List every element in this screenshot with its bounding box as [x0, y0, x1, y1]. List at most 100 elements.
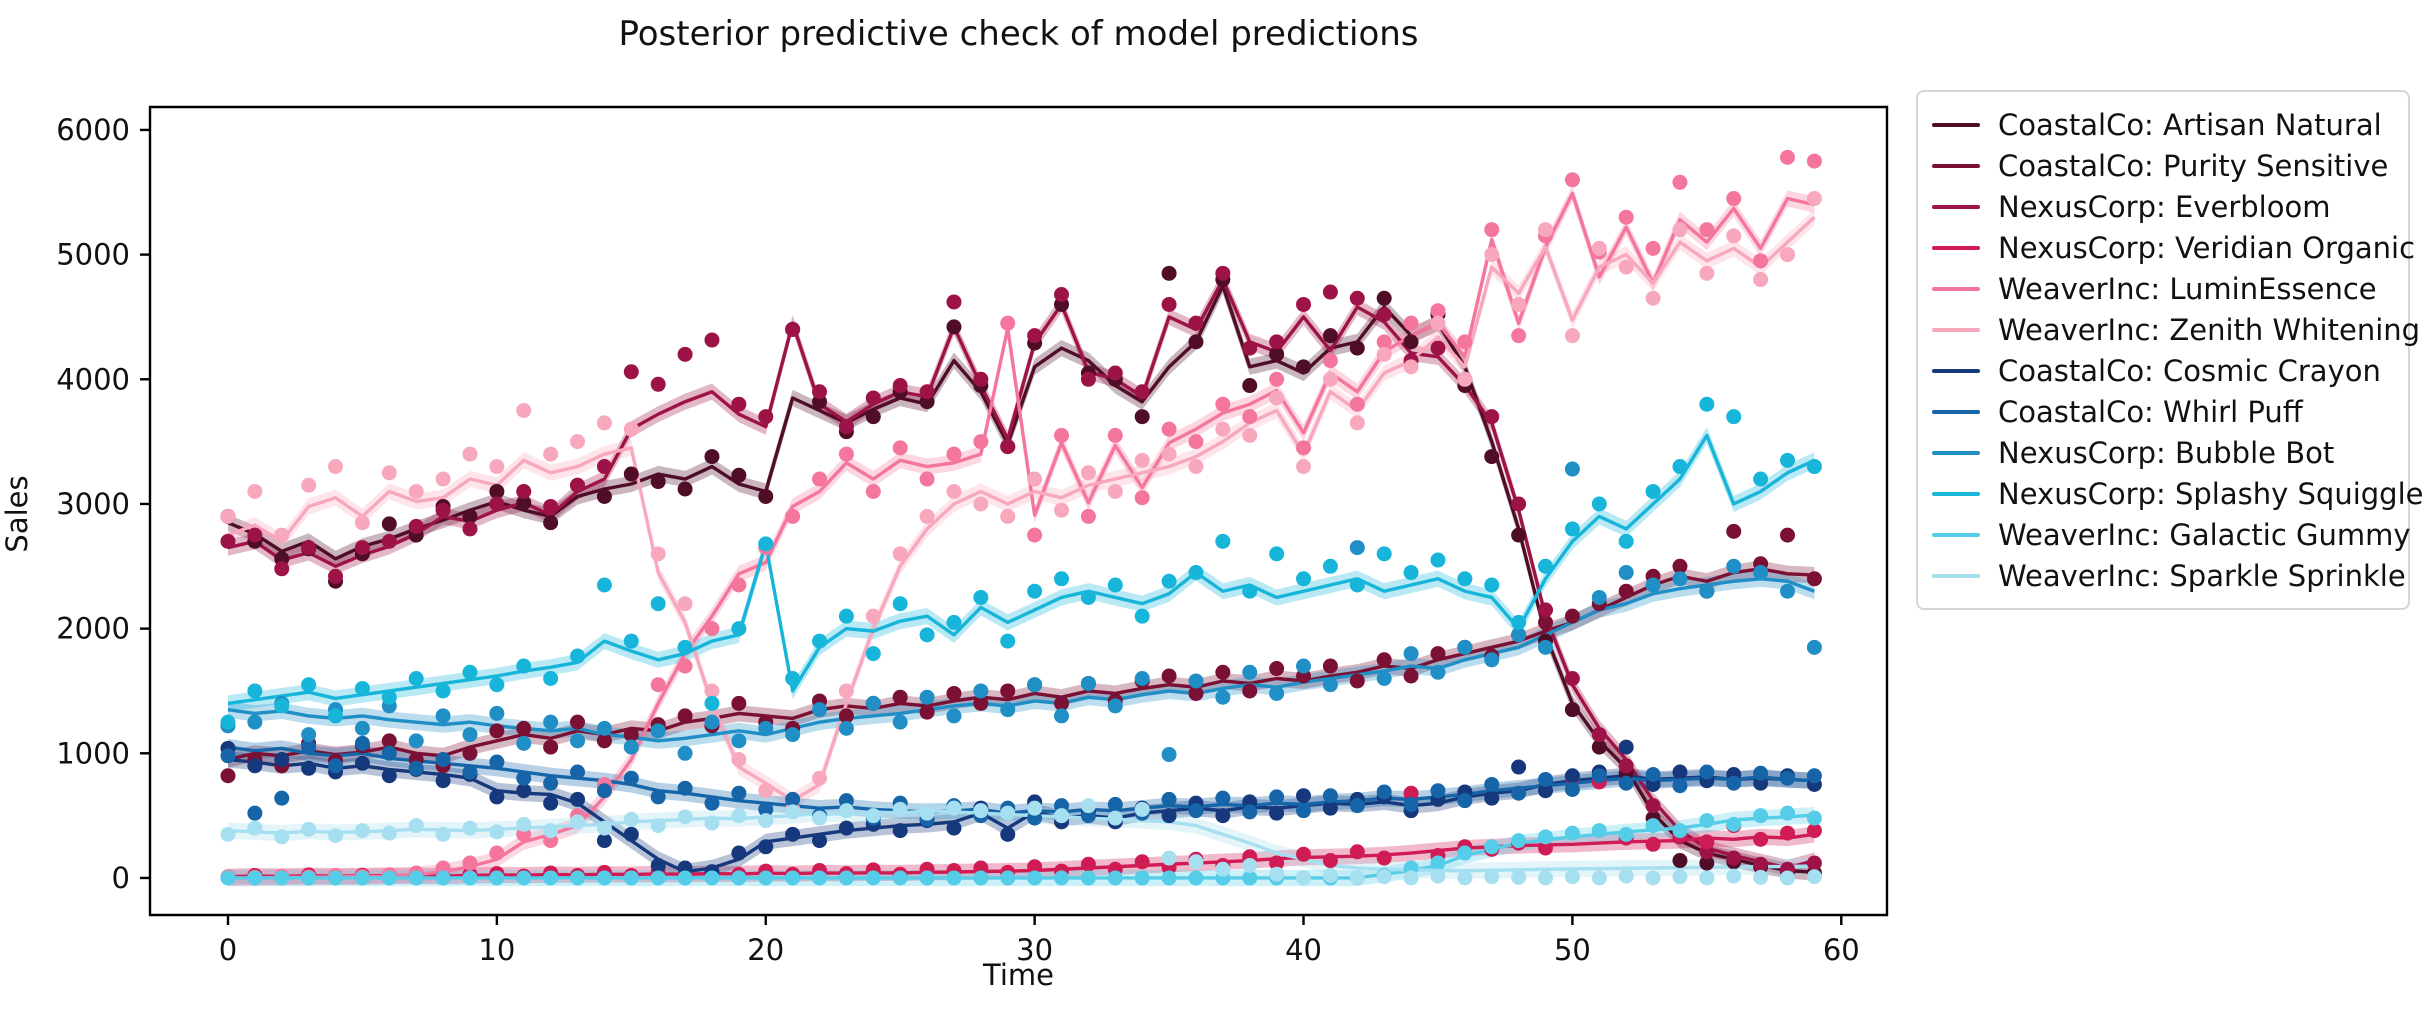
- series-dot: [1000, 826, 1016, 842]
- series-dot: [1054, 695, 1070, 711]
- series-dot: [650, 677, 666, 693]
- series-dot: [408, 760, 424, 776]
- series-dot: [328, 870, 344, 886]
- series-dot: [973, 589, 989, 605]
- series-dot: [623, 727, 639, 743]
- series-dot: [570, 764, 586, 780]
- series-dot: [570, 648, 586, 664]
- series-dot: [1780, 825, 1796, 841]
- series-dot: [812, 384, 828, 400]
- legend-item-5: WeaverInc: Zenith Whitening: [1932, 309, 2420, 350]
- series-dot: [328, 568, 344, 584]
- series-dot: [462, 870, 478, 886]
- series-dot: [462, 745, 478, 761]
- series-dot: [1618, 758, 1634, 774]
- series-dot: [623, 770, 639, 786]
- series-dot: [1699, 855, 1715, 871]
- series-dot: [220, 533, 236, 549]
- series-dot: [1806, 639, 1822, 655]
- y-tick-label: 0: [112, 861, 130, 895]
- series-dot: [381, 465, 397, 481]
- series-dot: [865, 390, 881, 406]
- series-dot: [731, 396, 747, 412]
- series-dot: [1000, 439, 1016, 455]
- series-dot: [247, 758, 263, 774]
- series-dot: [1753, 808, 1769, 824]
- series-dot: [1564, 172, 1580, 188]
- legend-swatch-line: [1932, 286, 1980, 291]
- series-dot: [1161, 446, 1177, 462]
- series-dot: [1430, 664, 1446, 680]
- series-dot: [489, 824, 505, 840]
- series-dot: [1269, 661, 1285, 677]
- series-dot: [1753, 565, 1769, 581]
- series-dot: [650, 858, 666, 874]
- series-dot: [1618, 583, 1634, 599]
- series-dot: [1349, 870, 1365, 886]
- series-dot: [731, 845, 747, 861]
- series-dot: [381, 870, 397, 886]
- series-dot: [892, 440, 908, 456]
- series-dot: [1511, 496, 1527, 512]
- series-dot: [274, 752, 290, 768]
- legend-label: WeaverInc: Sparkle Sprinkle: [1998, 558, 2406, 593]
- series-dot: [785, 321, 801, 337]
- series-dot: [865, 608, 881, 624]
- series-dot: [543, 739, 559, 755]
- series-dot: [892, 689, 908, 705]
- series-dot: [516, 735, 532, 751]
- series-dot: [1027, 870, 1043, 886]
- series-dot: [1645, 483, 1661, 499]
- series-dot: [865, 870, 881, 886]
- series-dot: [1349, 577, 1365, 593]
- series-dot: [704, 621, 720, 637]
- series-dot: [1269, 685, 1285, 701]
- legend-swatch-line: [1932, 450, 1980, 455]
- series-dot: [516, 658, 532, 674]
- series-dot: [1322, 558, 1338, 574]
- legend: CoastalCo: Artisan Natural CoastalCo: Pur…: [1916, 90, 2423, 610]
- series-dot: [1403, 565, 1419, 581]
- series-dot: [973, 371, 989, 387]
- series-dot: [1134, 670, 1150, 686]
- series-dot: [1538, 870, 1554, 886]
- series-dot: [1215, 533, 1231, 549]
- series-dot: [838, 870, 854, 886]
- series-dot: [1296, 658, 1312, 674]
- series-dot: [543, 795, 559, 811]
- series-dot: [1538, 614, 1554, 630]
- series-dot: [1753, 765, 1769, 781]
- series-dot: [1591, 589, 1607, 605]
- series-band-7: [227, 738, 1815, 822]
- series-dot: [623, 421, 639, 437]
- series-dot: [1054, 870, 1070, 886]
- legend-label: NexusCorp: Bubble Bot: [1998, 435, 2335, 470]
- series-dot: [247, 870, 263, 886]
- legend-swatch-line: [1932, 327, 1980, 332]
- series-dot: [892, 801, 908, 817]
- series-dot: [1376, 670, 1392, 686]
- series-dot: [596, 720, 612, 736]
- series-dot: [1538, 602, 1554, 618]
- series-dot: [865, 808, 881, 824]
- series-dot: [408, 870, 424, 886]
- series-dot: [1484, 449, 1500, 465]
- series-dot: [1806, 459, 1822, 475]
- series-dot: [1726, 775, 1742, 791]
- series-dot: [1322, 788, 1338, 804]
- y-tick-label: 1000: [56, 736, 130, 770]
- legend-item-8: NexusCorp: Bubble Bot: [1932, 432, 2398, 473]
- series-dot: [1188, 434, 1204, 450]
- series-dot: [919, 627, 935, 643]
- series-dot: [1780, 583, 1796, 599]
- series-dot: [623, 739, 639, 755]
- y-tick-label: 5000: [56, 238, 130, 272]
- series-dot: [812, 471, 828, 487]
- series-dot: [1457, 793, 1473, 809]
- series-dot: [1242, 378, 1258, 394]
- series-dot: [220, 826, 236, 842]
- series-dot: [623, 633, 639, 649]
- series-dot: [543, 670, 559, 686]
- series-dot: [731, 695, 747, 711]
- series-dot: [354, 735, 370, 751]
